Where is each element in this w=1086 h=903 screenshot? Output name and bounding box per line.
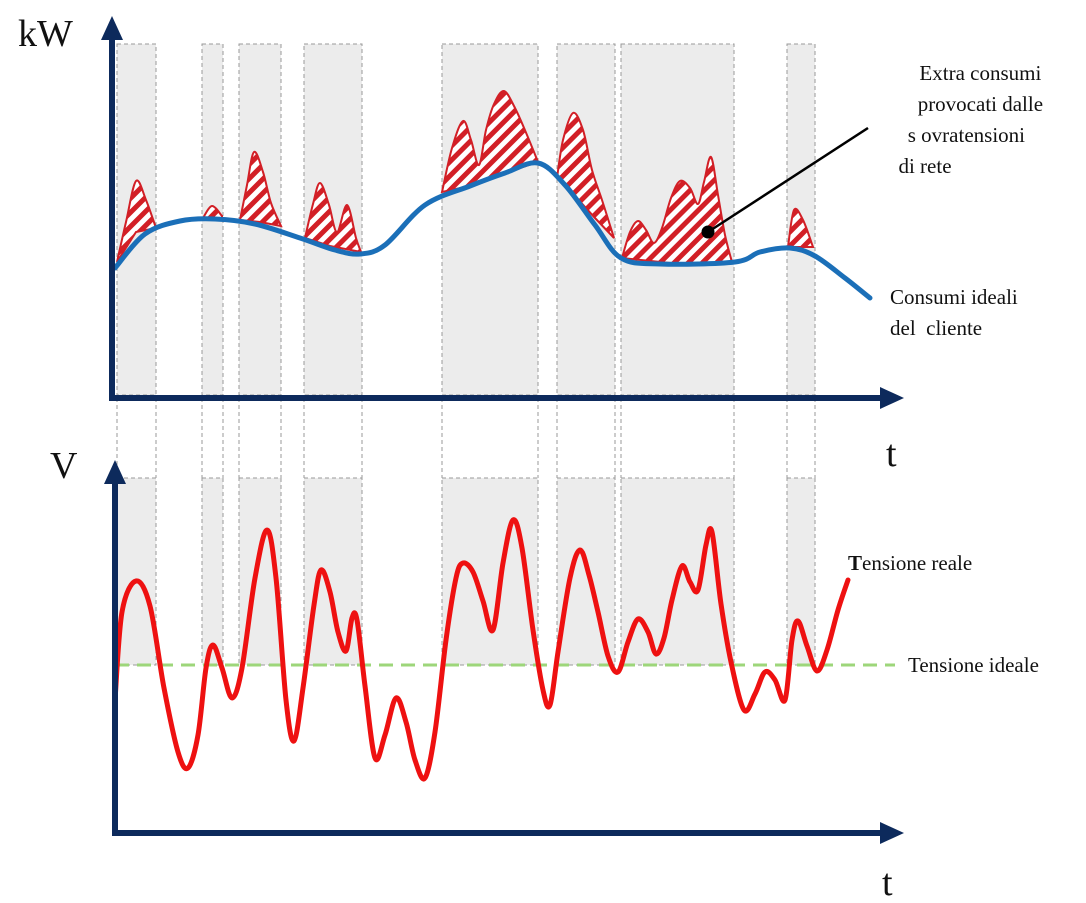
- bottom-y-axis-arrow: [104, 460, 126, 484]
- extra-consumption-pointer: [707, 126, 869, 234]
- ideal-voltage-label: Tensione ideale: [908, 653, 1039, 677]
- ideal-consumption-line-2: del cliente: [890, 316, 982, 340]
- axes: [101, 16, 904, 844]
- overvoltage-band-bottom-4: [303, 477, 363, 666]
- extra-consumption-area-1: [116, 179, 158, 263]
- overvoltage-band-bottom-1: [116, 477, 157, 666]
- extra-consumption-pointer-dot: [701, 225, 715, 239]
- real-voltage-curve: [112, 517, 851, 782]
- top-y-axis-label: kW: [18, 13, 73, 55]
- ideal-consumption-label: Consumi ideali del cliente: [890, 285, 1023, 340]
- bottom-x-axis-label: t: [882, 862, 893, 898]
- extra-consumption-line-2: provocati dalle: [918, 92, 1043, 116]
- extra-consumption-line-1: Extra consumi: [919, 61, 1041, 85]
- top-x-axis-arrow: [880, 387, 904, 409]
- bottom-x-axis-arrow: [880, 822, 904, 844]
- extra-consumption-area-6: [555, 111, 615, 239]
- bottom-y-axis-label: V: [50, 445, 78, 487]
- extra-consumption-label: Extra consumi provocati dalle s ovratens…: [898, 61, 1048, 178]
- extra-consumption-line-4: di rete: [898, 154, 951, 178]
- overvoltage-bands-bottom: [116, 477, 816, 666]
- real-voltage-label: Tensione reale: [848, 551, 972, 575]
- band-connector-lines: [116, 398, 816, 478]
- ideal-consumption-curve: [112, 160, 873, 301]
- ideal-consumption-line-1: Consumi ideali: [890, 285, 1018, 309]
- top-x-axis-label: t: [886, 433, 897, 475]
- overvoltage-band-top-5: [441, 43, 539, 396]
- top-y-axis-arrow: [101, 16, 123, 40]
- extra-consumption-area-3: [238, 150, 283, 228]
- real-voltage-label-rest: ensione reale: [862, 551, 972, 575]
- extra-consumption-area-8: [786, 207, 815, 248]
- extra-consumption-area-2: [202, 205, 223, 220]
- overvoltage-band-bottom-2: [201, 477, 224, 666]
- extra-consumption-area-4: [303, 182, 363, 254]
- real-voltage-label-initial: T: [848, 551, 862, 575]
- extra-consumption-line-3: s ovratensioni: [908, 123, 1025, 147]
